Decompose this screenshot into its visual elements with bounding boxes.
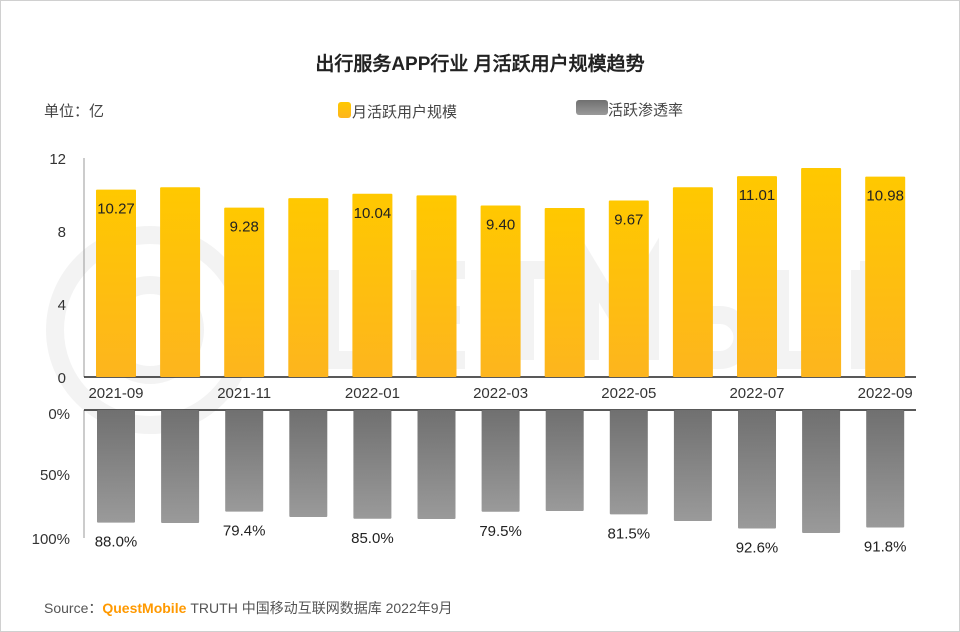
source-label: Source：QuestMobile TRUTH 中国移动互联网数据库 2022年… (44, 600, 453, 616)
x-tick-label: 2022-07 (729, 385, 784, 402)
top-y-tick-label: 0 (58, 370, 66, 387)
legend-swatch-mau (338, 102, 351, 118)
legend-label-penetration: 活跃渗透率 (608, 102, 683, 119)
penetration-bar (673, 410, 712, 521)
x-tick-label: 2022-01 (345, 385, 400, 402)
x-tick-label: 2022-03 (473, 385, 528, 402)
mau-bar (480, 205, 521, 377)
penetration-data-label: 79.5% (479, 523, 522, 540)
top-y-tick-label: 12 (49, 151, 66, 168)
mau-bar (96, 189, 136, 377)
penetration-bar (738, 410, 776, 529)
mau-bar (801, 168, 842, 377)
penetration-bar (802, 410, 841, 534)
mau-data-label: 9.67 (614, 212, 643, 229)
x-tick-label: 2022-09 (858, 385, 913, 402)
legend-label-mau: 月活跃用户规模 (352, 104, 457, 121)
mau-bar (737, 176, 777, 377)
bottom-y-tick-label: 100% (32, 531, 70, 548)
penetration-bar (545, 410, 584, 511)
mau-data-label: 10.98 (866, 188, 904, 205)
penetration-bar (866, 410, 905, 528)
penetration-data-label: 91.8% (864, 539, 907, 556)
mau-bar (608, 200, 649, 377)
source-brand: QuestMobile (102, 600, 186, 616)
top-y-tick-label: 4 (58, 297, 66, 314)
x-tick-label: 2022-05 (601, 385, 656, 402)
chart-title: 出行服务APP行业 月活跃用户规模趋势 (315, 52, 644, 75)
mau-bar (160, 187, 201, 377)
unit-label: 单位：亿 (44, 103, 104, 120)
mau-data-label: 9.28 (230, 219, 259, 236)
penetration-data-label: 85.0% (351, 530, 394, 547)
penetration-data-label: 88.0% (95, 534, 138, 551)
penetration-bar (97, 410, 135, 523)
penetration-data-label: 81.5% (608, 525, 651, 542)
penetration-bar (225, 410, 264, 512)
x-tick-label: 2021-09 (88, 385, 143, 402)
mau-bar (672, 187, 713, 377)
bottom-y-tick-label: 50% (40, 467, 70, 484)
mau-bar (544, 208, 585, 377)
mau-data-label: 11.01 (739, 187, 775, 204)
penetration-bar (417, 410, 456, 520)
penetration-bar (609, 410, 648, 515)
x-tick-label: 2021-11 (217, 385, 271, 402)
mau-data-label: 9.40 (486, 216, 515, 233)
legend-swatch-penetration (576, 100, 608, 115)
mau-data-label: 10.04 (354, 205, 392, 222)
mau-bar (224, 207, 265, 377)
mau-bar (865, 176, 906, 377)
penetration-bar (481, 410, 520, 512)
penetration-data-label: 92.6% (736, 540, 779, 557)
mau-bar (416, 195, 457, 377)
top-y-tick-label: 8 (58, 224, 66, 241)
mau-bar (288, 198, 329, 377)
penetration-bar (161, 410, 200, 524)
mau-bar (352, 193, 393, 377)
bottom-y-tick-label: 0% (48, 406, 70, 423)
penetration-bar (353, 410, 392, 519)
mau-data-label: 10.27 (97, 201, 135, 218)
penetration-data-label: 79.4% (223, 523, 266, 540)
penetration-bar (289, 410, 328, 518)
